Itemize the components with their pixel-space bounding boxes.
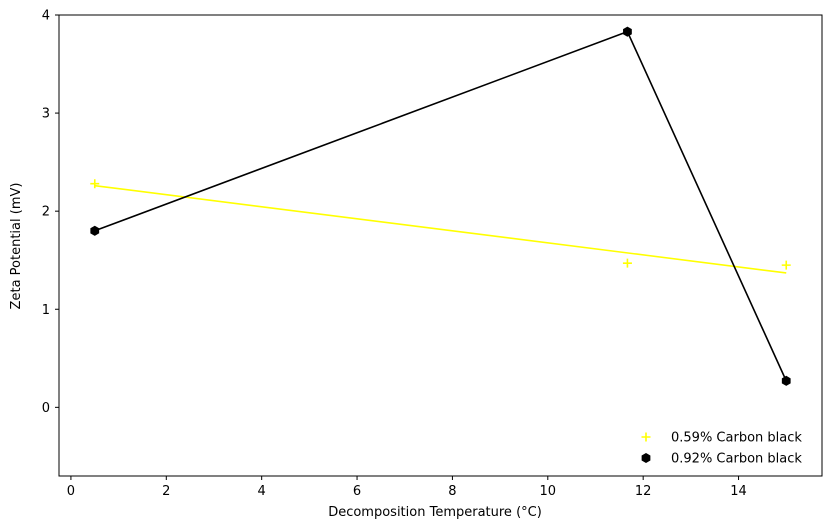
y-tick-label: 4 [42, 9, 50, 24]
y-tick-label: 2 [42, 205, 50, 220]
x-tick-label: 6 [353, 484, 361, 499]
y-tick-label: 3 [42, 107, 50, 122]
x-tick-label: 14 [730, 484, 747, 499]
series-2-point [623, 26, 632, 37]
x-tick-label: 0 [67, 484, 75, 499]
x-axis-label: Decomposition Temperature (°C) [328, 505, 542, 520]
series-1-line [94, 184, 787, 274]
series-2-line [94, 30, 787, 382]
y-tick-label: 1 [42, 303, 50, 318]
x-tick-label: 2 [162, 484, 170, 499]
series-2-point [90, 225, 100, 236]
y-tick-label: 0 [42, 401, 50, 416]
x-tick-label: 8 [448, 484, 456, 499]
plot-frame [58, 14, 823, 477]
legend-label-1: 0.59% Carbon black [671, 431, 802, 446]
legend-marker-2 [641, 452, 651, 464]
y-axis-label: Zeta Potential (mV) [9, 183, 24, 310]
legend: 0.59% Carbon black 0.92% Carbon black [641, 431, 802, 467]
series-1-point [90, 179, 100, 189]
x-tick-label: 4 [258, 484, 266, 499]
legend-marker-1 [641, 432, 651, 442]
series-2-point [781, 375, 791, 386]
x-tick-label: 10 [540, 484, 557, 499]
series-1-point [781, 260, 791, 270]
x-tick-label: 12 [635, 484, 652, 499]
series-1-point [622, 258, 632, 268]
legend-label-2: 0.92% Carbon black [671, 452, 802, 467]
plot-area [90, 26, 791, 386]
